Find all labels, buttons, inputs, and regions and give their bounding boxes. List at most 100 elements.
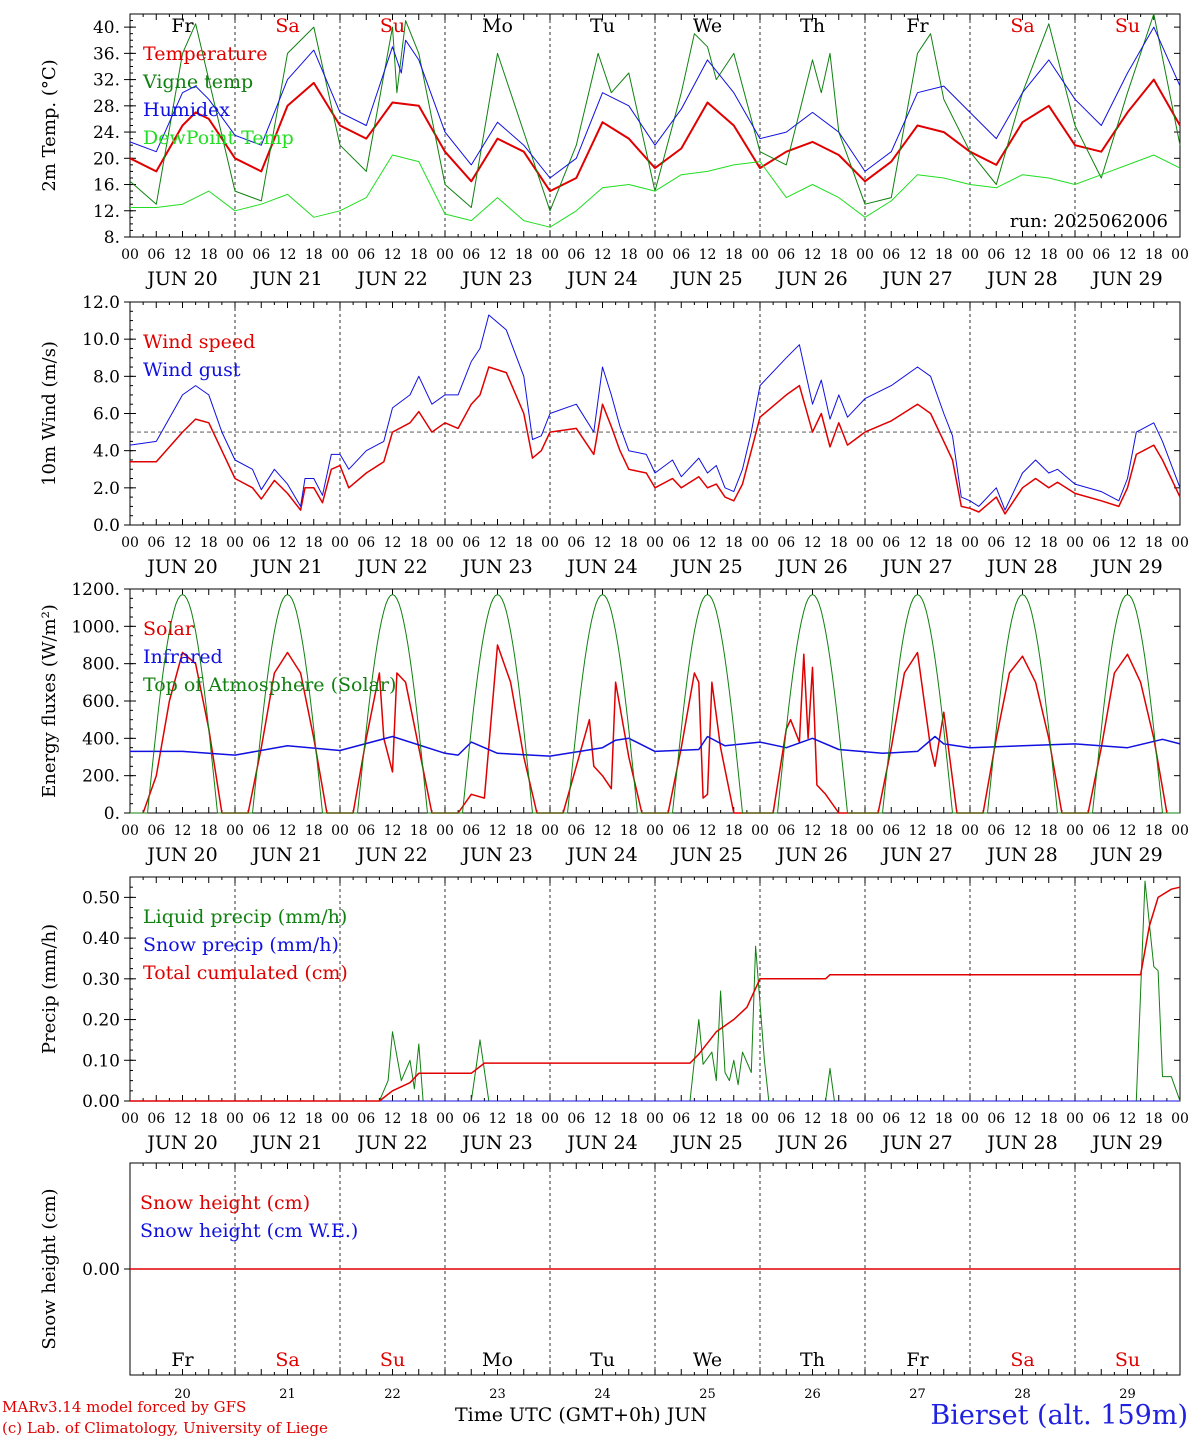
series-line-humidex	[129, 26, 1181, 179]
station-label: Bierset (alt. 159m)	[930, 1400, 1188, 1431]
day-number-label: 20	[174, 1387, 191, 1402]
hour-tick-label: 12	[699, 535, 717, 551]
day-number-label: 22	[384, 1387, 401, 1402]
date-label: JUN 22	[355, 844, 427, 866]
hour-tick-label: 12	[174, 1111, 192, 1127]
plot-frame	[129, 588, 1181, 814]
weekday-label: Su	[1115, 1349, 1140, 1371]
hour-tick-label: 06	[882, 247, 900, 263]
y-tick-label: 0.40	[82, 929, 120, 949]
date-label: JUN 23	[460, 844, 532, 866]
legend-entry: Snow height (cm W.E.)	[140, 1220, 358, 1242]
date-label: JUN 26	[775, 1132, 847, 1154]
hour-tick-label: 00	[961, 823, 979, 839]
hour-tick-label: 06	[147, 535, 165, 551]
y-tick-label: 20.	[93, 149, 120, 169]
hour-tick-label: 06	[462, 247, 480, 263]
hour-tick-label: 18	[725, 535, 743, 551]
weekday-label: Fr	[906, 15, 929, 37]
hour-tick-label: 00	[226, 535, 244, 551]
legend-entry: Solar	[143, 618, 195, 640]
hour-tick-label: 12	[699, 1111, 717, 1127]
weekday-label: Tu	[590, 1349, 615, 1371]
hour-tick-label: 06	[252, 823, 270, 839]
hour-tick-label: 18	[935, 823, 953, 839]
hour-tick-label: 18	[725, 823, 743, 839]
hour-tick-label: 18	[1040, 247, 1058, 263]
hour-tick-label: 00	[436, 535, 454, 551]
date-label: JUN 24	[565, 556, 637, 578]
hour-tick-label: 06	[777, 1111, 795, 1127]
series-line-wind-speed	[130, 366, 1181, 515]
hour-tick-label: 12	[489, 1111, 507, 1127]
date-label: JUN 24	[565, 844, 637, 866]
series-line-vigne-temp	[129, 13, 1181, 212]
day-number-label: 29	[1119, 1387, 1136, 1402]
hour-tick-label: 18	[620, 1111, 638, 1127]
weekday-label: Sa	[275, 15, 299, 37]
hour-tick-label: 00	[1066, 823, 1084, 839]
date-label: JUN 29	[1090, 1132, 1162, 1154]
hour-tick-label: 00	[751, 1111, 769, 1127]
hour-tick-label: 06	[252, 247, 270, 263]
hour-tick-label: 12	[909, 247, 927, 263]
day-number-label: 25	[699, 1387, 716, 1402]
hour-tick-label: 12	[1119, 535, 1137, 551]
hour-tick-label: 18	[515, 247, 533, 263]
y-tick-label: 0.00	[82, 1260, 120, 1280]
hour-tick-label: 06	[1092, 247, 1110, 263]
hour-tick-label: 12	[699, 823, 717, 839]
hour-tick-label: 00	[121, 535, 139, 551]
date-label: JUN 25	[670, 556, 742, 578]
plot-frame	[129, 301, 1181, 526]
hour-tick-label: 00	[436, 823, 454, 839]
hour-tick-label: 06	[357, 1111, 375, 1127]
hour-tick-label: 18	[305, 535, 323, 551]
hour-tick-label: 00	[646, 535, 664, 551]
hour-tick-label: 18	[620, 823, 638, 839]
hour-tick-label: 12	[909, 823, 927, 839]
hour-tick-label: 06	[882, 535, 900, 551]
hour-tick-label: 12	[804, 247, 822, 263]
hour-tick-label: 12	[804, 823, 822, 839]
hour-tick-label: 06	[987, 535, 1005, 551]
weekday-label: Sa	[1010, 1349, 1034, 1371]
date-label: JUN 21	[250, 1132, 322, 1154]
run-annotation: run: 2025062006	[1010, 211, 1168, 232]
hour-tick-label: 12	[804, 1111, 822, 1127]
date-label: JUN 23	[460, 1132, 532, 1154]
hour-tick-label: 06	[1092, 823, 1110, 839]
y-tick-label: 4.0	[93, 442, 120, 462]
hour-tick-label: 06	[882, 823, 900, 839]
series-line-total-cumulated-cm-	[130, 886, 1181, 1102]
hour-tick-label: 12	[489, 823, 507, 839]
hour-tick-label: 12	[1014, 535, 1032, 551]
hour-tick-label: 06	[357, 823, 375, 839]
hour-tick-label: 06	[567, 823, 585, 839]
weekday-label: Tu	[590, 15, 615, 37]
hour-tick-label: 18	[830, 823, 848, 839]
hour-tick-label: 00	[1171, 247, 1189, 263]
hour-tick-label: 12	[489, 247, 507, 263]
hour-tick-label: 18	[515, 823, 533, 839]
legend-entry: Vigne temp	[142, 71, 253, 93]
hour-tick-label: 00	[961, 1111, 979, 1127]
hour-tick-label: 12	[279, 247, 297, 263]
y-tick-label: 0.0	[93, 516, 120, 536]
hour-tick-label: 06	[672, 535, 690, 551]
y-tick-label: 8.	[104, 228, 120, 248]
hour-tick-label: 18	[200, 1111, 218, 1127]
y-axis-label: Energy fluxes (W/m²)	[39, 604, 60, 798]
hour-tick-label: 06	[462, 823, 480, 839]
hour-tick-label: 18	[1040, 823, 1058, 839]
hour-tick-label: 12	[384, 535, 402, 551]
y-tick-label: 2.0	[93, 479, 120, 499]
y-tick-label: 1000.	[71, 617, 120, 637]
hour-tick-label: 00	[331, 247, 349, 263]
weekday-label: Sa	[1010, 15, 1034, 37]
hour-tick-label: 12	[384, 247, 402, 263]
y-tick-label: 400.	[82, 729, 120, 749]
plot-frame	[129, 13, 1181, 238]
date-label: JUN 25	[670, 844, 742, 866]
